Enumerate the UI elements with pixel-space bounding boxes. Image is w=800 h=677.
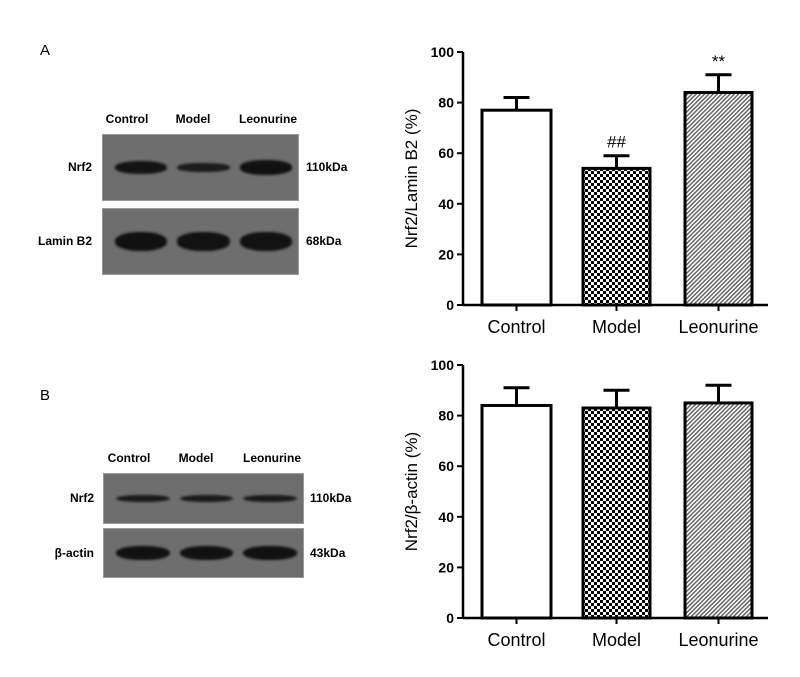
blot-label: Nrf2 [67, 160, 92, 174]
bar-control [480, 403, 553, 620]
y-tick-label: 80 [438, 95, 454, 111]
protein-band [177, 163, 230, 172]
bar-leonurine [683, 401, 754, 620]
y-tick-label: 20 [438, 246, 454, 262]
protein-band [243, 545, 298, 561]
significance-mark: ** [712, 52, 726, 71]
lane-label: Leonurine [242, 451, 301, 465]
molecular-weight: 110kDa [310, 491, 352, 505]
chart-b-ylabel: Nrf2/β-actin (%) [402, 432, 421, 551]
y-tick-label: 0 [446, 610, 454, 626]
molecular-weight: 110kDa [306, 160, 348, 174]
blot-label: β-actin [54, 546, 94, 560]
x-tick-label: Model [592, 317, 641, 337]
x-tick-label: Leonurine [678, 630, 758, 650]
y-tick-label: 20 [438, 559, 454, 575]
protein-band [179, 494, 234, 503]
protein-band [114, 161, 168, 174]
protein-band [115, 545, 170, 561]
y-tick-label: 100 [431, 357, 455, 373]
western-blot-nrf2 [103, 473, 304, 524]
y-tick-label: 40 [438, 196, 454, 212]
x-tick-label: Control [487, 630, 545, 650]
y-tick-label: 40 [438, 509, 454, 525]
lane-label: Control [105, 112, 149, 126]
x-tick-label: Leonurine [678, 317, 758, 337]
y-tick-label: 80 [438, 408, 454, 424]
western-blot-lamin-b2 [102, 208, 299, 275]
bar-control [480, 108, 553, 307]
significance-mark: ## [607, 133, 626, 152]
panel-letter-a: A [40, 42, 51, 59]
bar-model [581, 166, 652, 307]
y-tick-label: 100 [431, 44, 455, 60]
protein-band [243, 494, 298, 503]
western-blot-beta-actin [103, 528, 304, 578]
y-tick-label: 60 [438, 458, 454, 474]
y-tick-label: 60 [438, 145, 454, 161]
lane-label: Leonurine [238, 112, 297, 126]
protein-band [179, 545, 234, 561]
protein-band [239, 232, 293, 251]
panel-letter-b: B [40, 387, 51, 404]
molecular-weight: 68kDa [306, 234, 342, 248]
y-tick-label: 0 [446, 297, 454, 313]
lane-label: Control [107, 451, 151, 465]
blot-label: Lamin B2 [37, 234, 92, 248]
bar-model [581, 406, 652, 620]
protein-band [114, 231, 168, 252]
western-blot-nrf2 [102, 134, 299, 201]
bar-leonurine [683, 90, 754, 307]
lane-label: Model [175, 112, 211, 126]
lane-label: Model [178, 451, 214, 465]
protein-band [239, 160, 293, 175]
protein-band [177, 232, 230, 251]
chart-a-ylabel: Nrf2/Lamin B2 (%) [402, 109, 421, 249]
blot-label: Nrf2 [69, 491, 94, 505]
x-tick-label: Control [487, 317, 545, 337]
molecular-weight: 43kDa [310, 546, 346, 560]
protein-band [115, 494, 170, 503]
x-tick-label: Model [592, 630, 641, 650]
